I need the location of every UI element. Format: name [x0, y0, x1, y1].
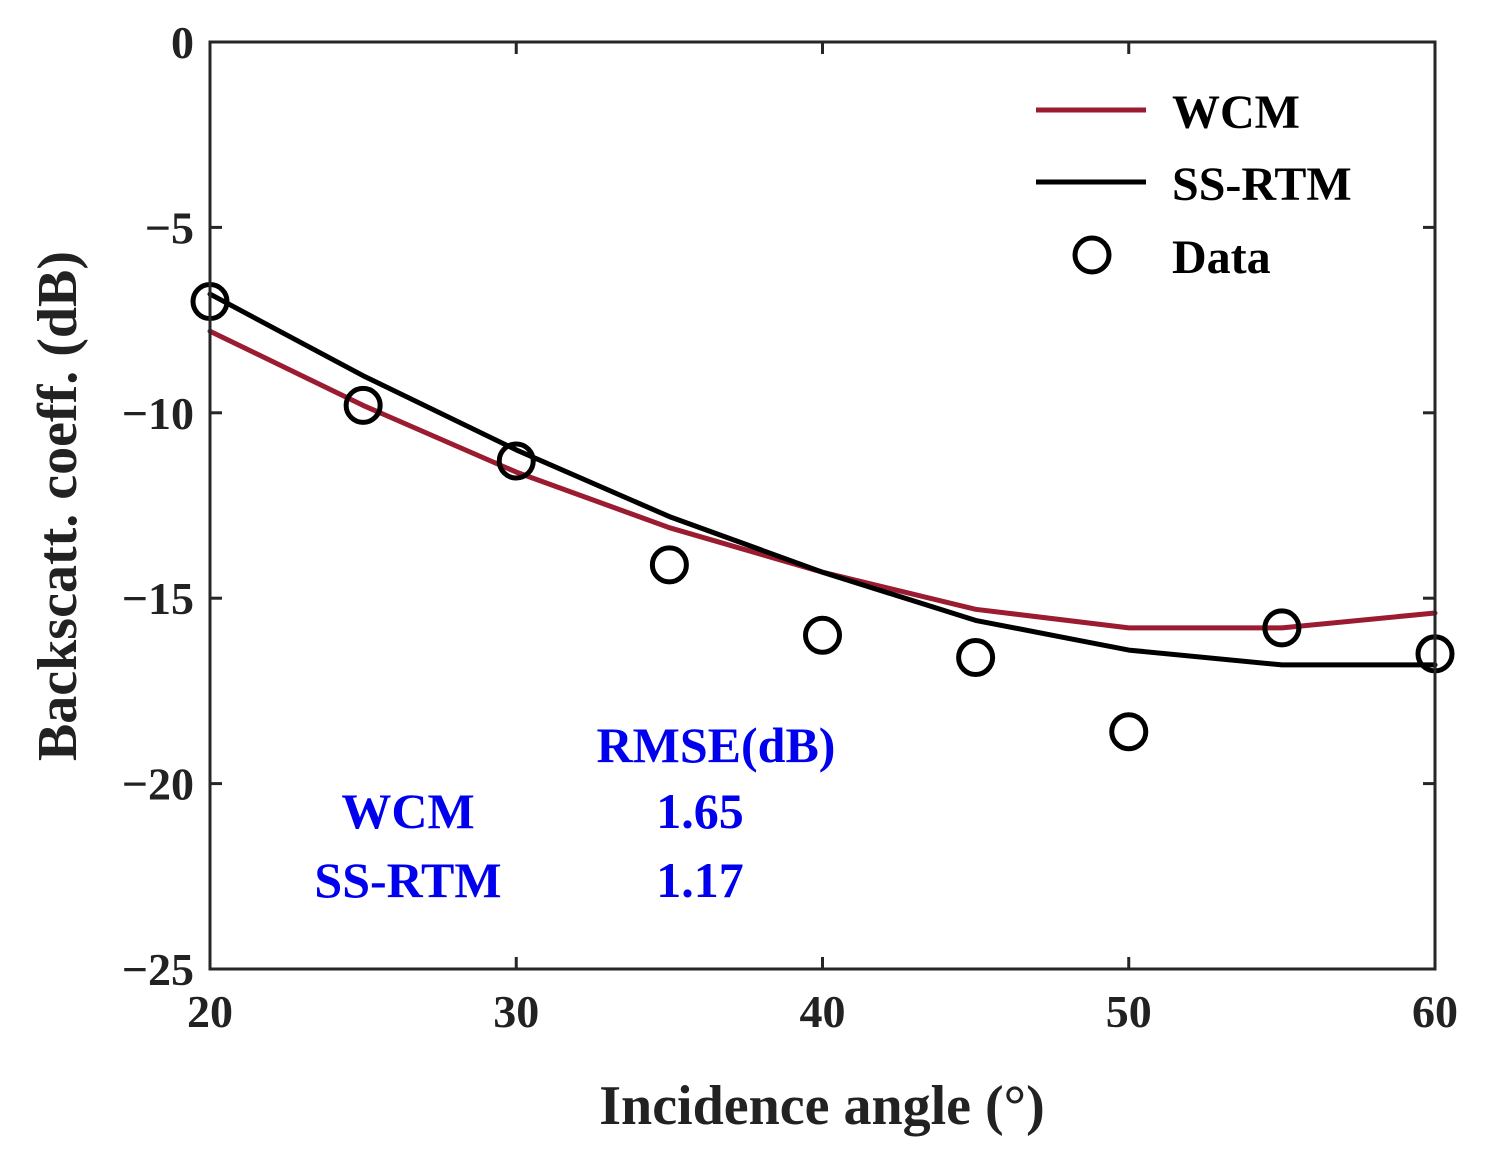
- y-tick-label: 0: [171, 17, 194, 68]
- x-tick-label: 40: [800, 986, 846, 1037]
- plot-background: [210, 42, 1435, 969]
- plot-area: [210, 42, 1435, 969]
- data-point-data: [1262, 608, 1302, 648]
- legend-marker-data: [1072, 235, 1112, 275]
- series-layer: [190, 282, 1455, 752]
- y-tick-label: −20: [122, 759, 194, 810]
- data-point-data: [649, 545, 689, 585]
- x-tick-label: 60: [1412, 986, 1458, 1037]
- rmse-header: RMSE(dB): [597, 717, 836, 773]
- data-point-data: [956, 638, 996, 678]
- rmse-model-wcm: WCM: [341, 783, 474, 839]
- axes-layer: [208, 40, 1437, 971]
- y-axis-title: Backscatt. coeff. (dB): [27, 251, 89, 761]
- series-line-ss-rtm: [207, 291, 1438, 668]
- x-axis-title: Incidence angle (°): [599, 1075, 1044, 1137]
- rmse-annotation: RMSE(dB) WCM 1.65 SS-RTM 1.17: [314, 717, 835, 908]
- rmse-value-ss-rtm: 1.17: [656, 852, 744, 908]
- data-point-data: [803, 615, 842, 655]
- y-tick-label: −10: [122, 388, 194, 439]
- legend-label-ss-rtm: SS-RTM: [1172, 158, 1352, 211]
- legend: WCM SS-RTM Data: [1036, 86, 1352, 284]
- legend-label-data: Data: [1172, 231, 1271, 284]
- y-tick-label: −25: [122, 944, 194, 995]
- x-tick-label: 20: [187, 986, 233, 1037]
- x-tick-label: 30: [493, 986, 539, 1037]
- rmse-value-wcm: 1.65: [656, 783, 744, 839]
- y-tick-label: −5: [145, 202, 194, 253]
- data-point-data: [343, 385, 383, 425]
- tick-labels: 20 30 40 50 60 0 −5 −10 −15 −20 −25: [122, 17, 1458, 1037]
- y-tick-label: −15: [122, 573, 194, 624]
- rmse-model-ss-rtm: SS-RTM: [314, 852, 501, 908]
- data-point-data: [1109, 712, 1149, 752]
- x-tick-label: 50: [1106, 986, 1152, 1037]
- legend-label-wcm: WCM: [1172, 86, 1300, 139]
- data-point-data: [496, 441, 536, 481]
